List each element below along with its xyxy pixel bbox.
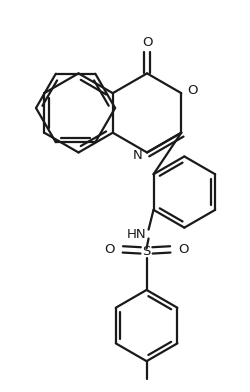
Text: O: O — [105, 243, 115, 256]
Text: HN: HN — [127, 228, 146, 241]
Text: O: O — [142, 36, 152, 49]
Text: N: N — [132, 149, 142, 162]
Text: O: O — [178, 243, 188, 256]
Text: S: S — [142, 245, 151, 258]
Text: O: O — [187, 83, 198, 97]
